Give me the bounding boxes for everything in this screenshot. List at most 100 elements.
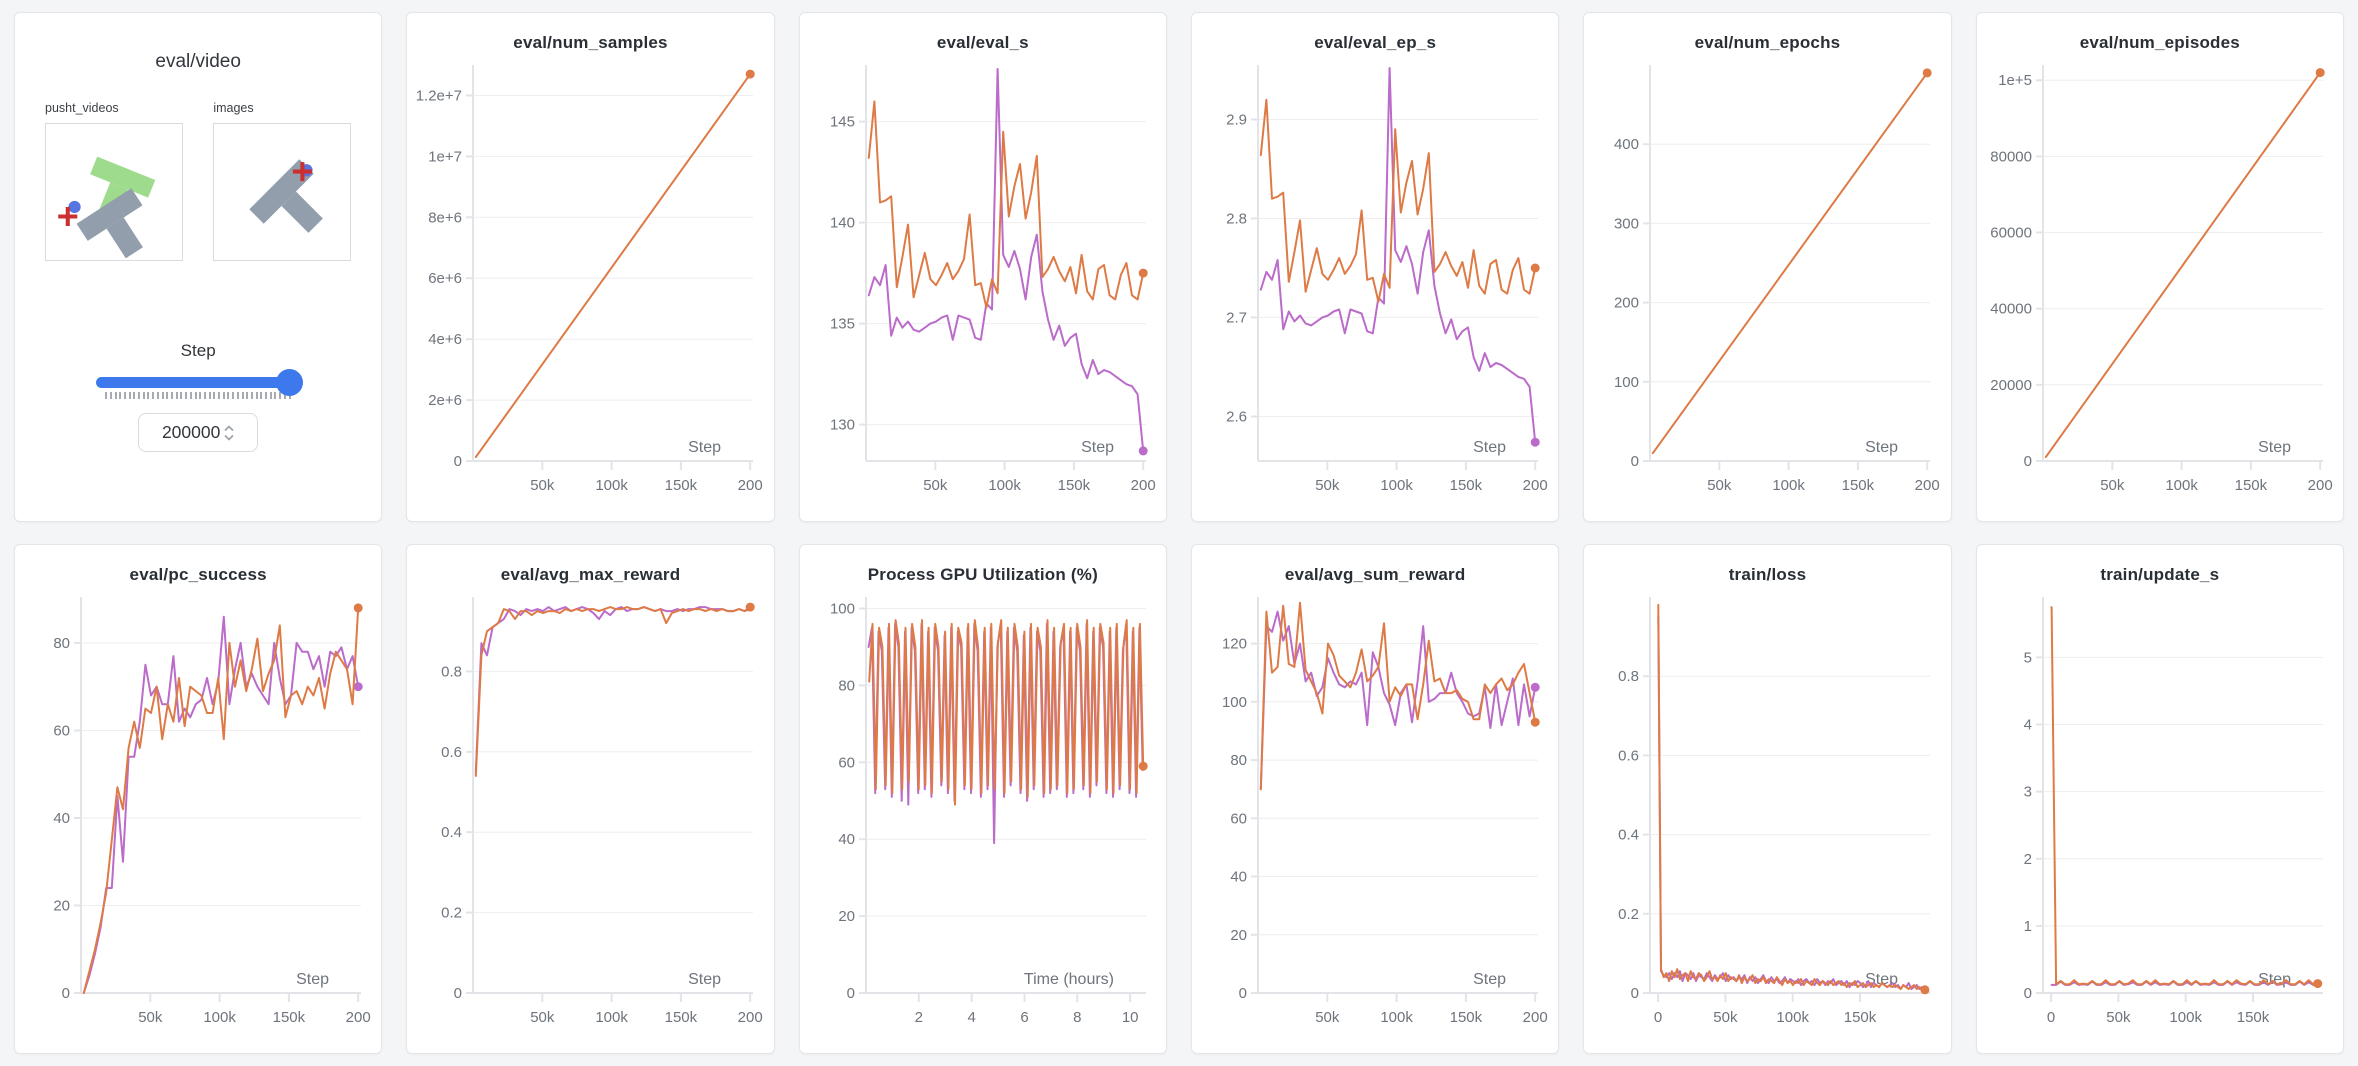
svg-text:8: 8 [1073,1009,1081,1026]
svg-text:10: 10 [1122,1009,1139,1026]
chevron-down-icon[interactable] [224,434,234,441]
chart-eval-num-episodes[interactable]: 0 20000 40000 60000 80000 1e+5 50k 100k 150k 200 S… [1981,55,2339,520]
goal-cross-icon [293,162,313,182]
svg-text:1e+7: 1e+7 [429,148,463,165]
chart-eval-eval-s[interactable]: 130 135 140 145 50k 100k 150k 200 Step [804,55,1162,520]
pusht-video-preview[interactable] [45,123,183,261]
panel-gpu-utilization[interactable]: Process GPU Utilization (%) 0 20 40 60 80 100… [798,544,1167,1054]
svg-text:200: 200 [2307,477,2332,494]
panel-train-update-s[interactable]: train/update_s 0 1 2 3 4 5 0 50k 100k 150k Step [1975,544,2344,1054]
svg-text:140: 140 [830,215,855,232]
chart-eval-pc-success[interactable]: 0 20 40 60 80 50k 100k 150k 200 Step [19,587,377,1052]
step-slider-handle[interactable] [276,369,304,396]
gray-t-block-icon [249,159,324,233]
svg-text:150k: 150k [1450,1009,1483,1026]
svg-text:Step: Step [1865,439,1898,456]
svg-text:4: 4 [2023,717,2031,734]
svg-text:150k: 150k [1450,477,1483,494]
panel-eval-num-epochs[interactable]: eval/num_epochs 0 100 200 300 400 50k 100k 150k… [1583,12,1952,522]
chart-title: eval/avg_sum_reward [1284,565,1466,584]
svg-text:4: 4 [967,1009,975,1026]
svg-text:1: 1 [2023,918,2031,935]
svg-text:60000: 60000 [1990,225,2032,242]
chart-eval-avg-sum-reward[interactable]: 0 20 40 60 80 100 120 50k 100k 150k 200 Step [1196,587,1554,1052]
svg-text:100k: 100k [1380,1009,1413,1026]
svg-text:150k: 150k [2234,477,2267,494]
panel-eval-avg-max-reward[interactable]: eval/avg_max_reward 0 0.2 0.4 0.6 0.8 50k 100k… [406,544,775,1054]
svg-text:2: 2 [914,1009,922,1026]
panel-eval-avg-sum-reward[interactable]: eval/avg_sum_reward 0 20 40 60 80 100 120 50k 10… [1191,544,1560,1054]
svg-text:50k: 50k [531,1009,556,1026]
step-slider-ticks [105,392,291,399]
svg-text:200: 200 [1130,477,1155,494]
svg-text:150k: 150k [665,477,698,494]
panel-eval-pc-success[interactable]: eval/pc_success 0 20 40 60 80 50k 100k 150k 200 S… [14,544,383,1054]
chart-eval-num-epochs[interactable]: 0 100 200 300 400 50k 100k 150k 200 Step [1588,55,1946,520]
pusht-image-preview[interactable] [213,123,352,261]
svg-text:50k: 50k [1708,477,1733,494]
chart-train-loss[interactable]: 0 0.2 0.4 0.6 0.8 0 50k 100k 150k Step [1588,587,1946,1052]
svg-text:135: 135 [830,316,855,333]
panel-eval-num-episodes[interactable]: eval/num_episodes 0 20000 40000 60000 80000 1… [1975,12,2344,522]
agent-dot-icon [68,200,81,214]
svg-text:100k: 100k [1773,477,1806,494]
svg-text:200: 200 [346,1009,371,1026]
svg-text:3: 3 [2023,784,2031,801]
svg-text:200: 200 [1915,477,1940,494]
step-number-input[interactable]: 200000 [138,413,259,452]
svg-text:2.6: 2.6 [1226,409,1247,426]
step-stepper [224,424,234,441]
panel-eval-num-samples[interactable]: eval/num_samples 0 2e+6 4e+6 6e+6 8e+6 1e+7 1.… [406,12,775,522]
svg-text:50k: 50k [1714,1009,1739,1026]
svg-text:50k: 50k [138,1009,163,1026]
panel-train-loss[interactable]: train/loss 0 0.2 0.4 0.6 0.8 0 50k 100k 150k Step [1583,544,1952,1054]
chart-eval-num-samples[interactable]: 0 2e+6 4e+6 6e+6 8e+6 1e+7 1.2e+7 50k 100k 150k 20… [411,55,769,520]
pusht-scene-icon [58,156,156,259]
svg-text:40: 40 [1230,869,1247,886]
step-value: 200000 [161,422,221,442]
chart-eval-eval-ep-s[interactable]: 2.6 2.7 2.8 2.9 50k 100k 150k 200 Step [1196,55,1554,520]
svg-text:50k: 50k [1315,477,1340,494]
svg-text:2.8: 2.8 [1226,211,1247,228]
svg-text:120: 120 [1222,636,1247,653]
svg-text:20: 20 [1230,927,1247,944]
gray-t-block-icon [76,188,143,259]
svg-text:40000: 40000 [1990,301,2032,318]
svg-text:150k: 150k [1844,1009,1877,1026]
svg-text:0.8: 0.8 [441,663,462,680]
svg-text:6: 6 [1020,1009,1028,1026]
svg-text:80000: 80000 [1990,148,2032,165]
panel-eval-video[interactable]: eval/video pusht_videos [14,12,383,522]
svg-text:Step: Step [1473,439,1506,456]
step-slider-track[interactable] [96,369,304,396]
svg-text:400: 400 [1614,136,1639,153]
svg-text:0: 0 [846,985,854,1002]
svg-text:2.9: 2.9 [1226,112,1247,129]
step-slider[interactable] [96,369,304,399]
chart-title: train/loss [1728,565,1807,584]
svg-text:0.2: 0.2 [441,905,462,922]
svg-text:100k: 100k [203,1009,236,1026]
video-panel-title: eval/video [155,51,241,72]
svg-text:Step: Step [688,439,721,456]
images-key-label: images [213,101,254,115]
panel-eval-eval-s[interactable]: eval/eval_s 130 135 140 145 50k 100k 150k 200 St… [798,12,1167,522]
chevron-up-icon[interactable] [224,424,234,432]
svg-text:8e+6: 8e+6 [429,209,463,226]
svg-text:145: 145 [830,114,855,131]
svg-text:200: 200 [1523,477,1548,494]
svg-text:0: 0 [454,985,462,1002]
chart-gpu-utilization[interactable]: 0 20 40 60 80 100 2 4 6 8 10 Time (hours) [804,587,1162,1052]
svg-text:20: 20 [53,898,70,915]
svg-text:0: 0 [1631,985,1639,1002]
chart-train-update-s[interactable]: 0 1 2 3 4 5 0 50k 100k 150k Step [1981,587,2339,1052]
svg-text:0: 0 [1239,985,1247,1002]
panel-eval-eval-ep-s[interactable]: eval/eval_ep_s 2.6 2.7 2.8 2.9 50k 100k 150k 20… [1191,12,1560,522]
chart-title: train/update_s [2100,565,2220,584]
svg-text:150k: 150k [2236,1009,2269,1026]
svg-text:0.6: 0.6 [441,744,462,761]
chart-eval-avg-max-reward[interactable]: 0 0.2 0.4 0.6 0.8 50k 100k 150k 200 Step [411,587,769,1052]
chart-title: eval/eval_s [936,33,1029,52]
svg-text:0.8: 0.8 [1618,668,1639,685]
svg-text:2e+6: 2e+6 [429,392,463,409]
